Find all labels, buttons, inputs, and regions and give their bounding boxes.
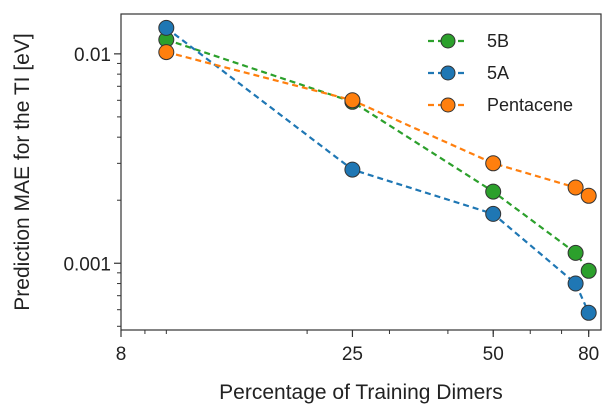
legend-marker-5b [440, 33, 456, 49]
x-axis-title: Percentage of Training Dimers [219, 381, 503, 404]
legend-entry-5b: 5B [428, 31, 509, 51]
data-point-5a [158, 19, 175, 36]
x-tick-label: 25 [342, 344, 363, 365]
data-point-pentacene [158, 44, 175, 61]
data-point-5b [580, 262, 597, 279]
data-point-5b [567, 244, 584, 261]
major-ticks [114, 53, 590, 337]
x-tick-label: 8 [116, 344, 127, 365]
data-point-pentacene [485, 155, 502, 172]
data-point-5a [344, 161, 361, 178]
y-tick-label: 0.001 [63, 254, 111, 275]
x-tick-label: 80 [578, 344, 599, 365]
data-point-5a [485, 205, 502, 222]
data-point-5a [580, 304, 597, 321]
data-point-pentacene [567, 179, 584, 196]
data-point-5a [567, 275, 584, 292]
legend-label-5a: 5A [487, 63, 509, 83]
data-point-pentacene [344, 92, 361, 109]
legend-marker-5a [440, 65, 456, 81]
legend-marker-pentacene [440, 97, 456, 113]
legend-entry-pentacene: Pentacene [428, 95, 573, 115]
legend-label-5b: 5B [487, 31, 509, 51]
y-tick-label: 0.01 [74, 45, 111, 66]
y-axis-title: Prediction MAE for the TI [eV] [11, 33, 34, 310]
legend-entry-5a: 5A [428, 63, 509, 83]
x-tick-label: 50 [483, 344, 504, 365]
series-points [158, 19, 597, 321]
data-point-5b [485, 183, 502, 200]
legend: 5B 5A Pentacene [428, 31, 573, 115]
data-point-pentacene [580, 187, 597, 204]
legend-label-pentacene: Pentacene [487, 95, 573, 115]
